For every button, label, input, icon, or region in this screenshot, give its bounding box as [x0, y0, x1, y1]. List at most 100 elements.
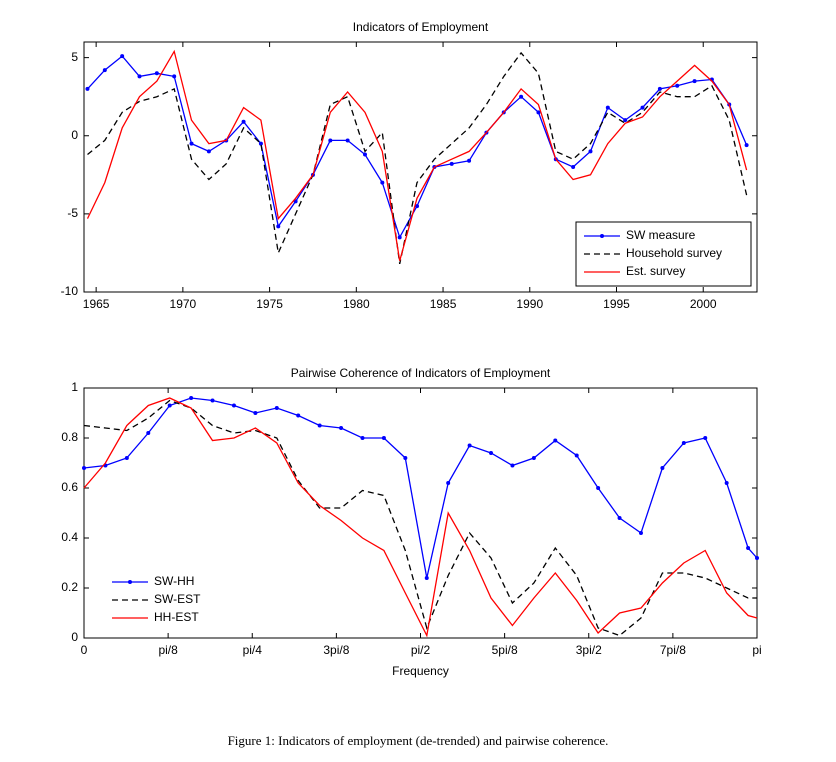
data-point: [588, 149, 593, 154]
data-point: [296, 413, 301, 418]
x-tick-label: 1990: [516, 297, 543, 311]
y-tick-label: 0.8: [61, 430, 78, 444]
data-point: [489, 451, 494, 455]
data-point: [467, 158, 472, 163]
data-point: [640, 105, 645, 110]
data-point: [189, 141, 194, 146]
data-point: [571, 165, 576, 169]
data-point: [146, 431, 151, 435]
data-point: [692, 79, 697, 84]
x-tick-label: 1985: [430, 297, 457, 311]
data-point: [746, 546, 751, 550]
x-tick-label: 1980: [343, 297, 370, 311]
legend-label: SW-HH: [154, 574, 194, 588]
data-point: [253, 411, 258, 415]
x-tick-label: 2000: [690, 297, 717, 311]
chart-title: Indicators of Employment: [353, 20, 489, 34]
x-tick-label: 1995: [603, 297, 630, 311]
data-point: [397, 235, 402, 240]
x-tick-label: 3pi/8: [323, 643, 349, 657]
x-tick-label: 1975: [256, 297, 283, 311]
x-tick-label: 5pi/8: [492, 643, 518, 657]
data-point: [415, 204, 420, 209]
y-tick-label: 0: [71, 630, 78, 644]
legend-label: HH-EST: [154, 610, 199, 624]
data-point: [258, 141, 263, 146]
data-point: [574, 453, 579, 458]
y-tick-label: 5: [71, 50, 78, 64]
data-point: [755, 556, 759, 560]
legend-label: Household survey: [626, 246, 722, 260]
data-point: [154, 71, 159, 76]
data-point: [167, 403, 172, 408]
legend-label: SW-EST: [154, 592, 201, 606]
x-tick-label: 1965: [83, 297, 110, 311]
x-tick-label: 0: [81, 643, 88, 657]
data-point: [345, 138, 350, 143]
y-tick-label: 0: [71, 128, 78, 142]
data-point: [681, 441, 686, 445]
x-tick-label: pi/2: [411, 643, 431, 657]
data-point: [124, 456, 129, 460]
series-line: [83, 399, 757, 637]
data-point: [360, 436, 365, 440]
x-axis-label: Frequency: [392, 664, 449, 678]
data-point: [638, 531, 643, 535]
data-point: [449, 161, 454, 166]
data-point: [85, 86, 90, 91]
caption: Figure 1: Indicators of employment (de-t…: [228, 733, 609, 748]
x-tick-label: pi/8: [158, 643, 178, 657]
data-point: [172, 74, 177, 79]
data-point: [137, 74, 142, 79]
data-point: [703, 436, 708, 440]
data-point: [519, 94, 524, 99]
y-tick-label: -5: [67, 206, 78, 220]
data-point: [596, 486, 601, 490]
data-point: [553, 438, 558, 443]
data-point: [189, 396, 194, 400]
data-point: [744, 143, 749, 148]
data-point: [446, 481, 451, 485]
data-point: [317, 423, 322, 428]
legend-marker: [600, 234, 604, 238]
data-point: [675, 83, 680, 88]
legend-marker: [128, 580, 132, 584]
data-point: [381, 436, 386, 440]
series-line: [86, 49, 748, 261]
data-point: [276, 224, 281, 229]
data-point: [82, 466, 86, 470]
chart-title: Pairwise Coherence of Indicators of Empl…: [291, 366, 551, 380]
data-point: [657, 86, 662, 91]
series-line: [87, 51, 748, 265]
data-point: [623, 118, 628, 123]
y-tick-label: 0.4: [61, 530, 78, 544]
data-point: [660, 466, 665, 470]
data-point: [328, 138, 333, 143]
data-point: [380, 180, 385, 185]
data-point: [206, 149, 211, 154]
data-point: [467, 443, 472, 448]
x-tick-label: 1970: [170, 297, 197, 311]
data-point: [241, 119, 246, 124]
data-point: [605, 105, 610, 110]
data-point: [274, 406, 279, 410]
data-point: [510, 463, 515, 468]
data-point: [102, 68, 107, 73]
data-point: [724, 481, 729, 485]
data-point: [362, 152, 367, 157]
x-tick-label: 3pi/2: [576, 643, 602, 657]
x-tick-label: pi/4: [243, 643, 263, 657]
data-point: [403, 456, 408, 460]
legend-label: Est. survey: [626, 264, 685, 278]
y-tick-label: 1: [71, 380, 78, 394]
data-point: [424, 576, 429, 580]
data-point: [231, 403, 236, 408]
data-point: [536, 110, 541, 115]
data-point: [210, 398, 215, 403]
series-line: [83, 397, 758, 638]
data-point: [339, 426, 344, 430]
x-tick-label: pi: [752, 643, 761, 657]
data-point: [120, 54, 125, 59]
y-tick-label: -10: [61, 284, 79, 298]
